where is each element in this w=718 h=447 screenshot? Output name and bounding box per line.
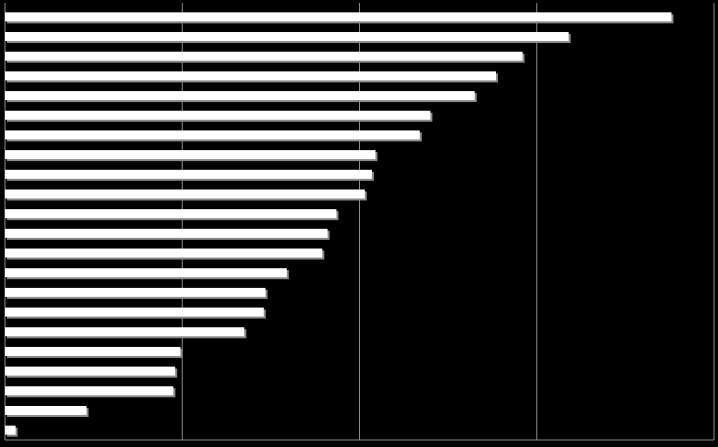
bar — [5, 386, 174, 396]
bar — [5, 189, 365, 199]
bar — [5, 327, 245, 337]
bar — [5, 248, 323, 258]
bar — [5, 150, 376, 160]
bar — [5, 71, 496, 81]
bar — [5, 91, 475, 101]
bar — [5, 32, 569, 42]
bar — [5, 366, 176, 376]
bar — [5, 287, 266, 297]
bar — [5, 209, 337, 219]
bar — [5, 110, 431, 120]
bar — [5, 12, 672, 22]
bar — [5, 268, 287, 278]
bar — [5, 307, 264, 317]
bar — [5, 51, 523, 61]
bar — [5, 228, 328, 238]
bar — [5, 405, 87, 415]
bar — [5, 169, 372, 179]
bar — [5, 425, 16, 435]
bar — [5, 346, 181, 356]
bar — [5, 130, 420, 140]
